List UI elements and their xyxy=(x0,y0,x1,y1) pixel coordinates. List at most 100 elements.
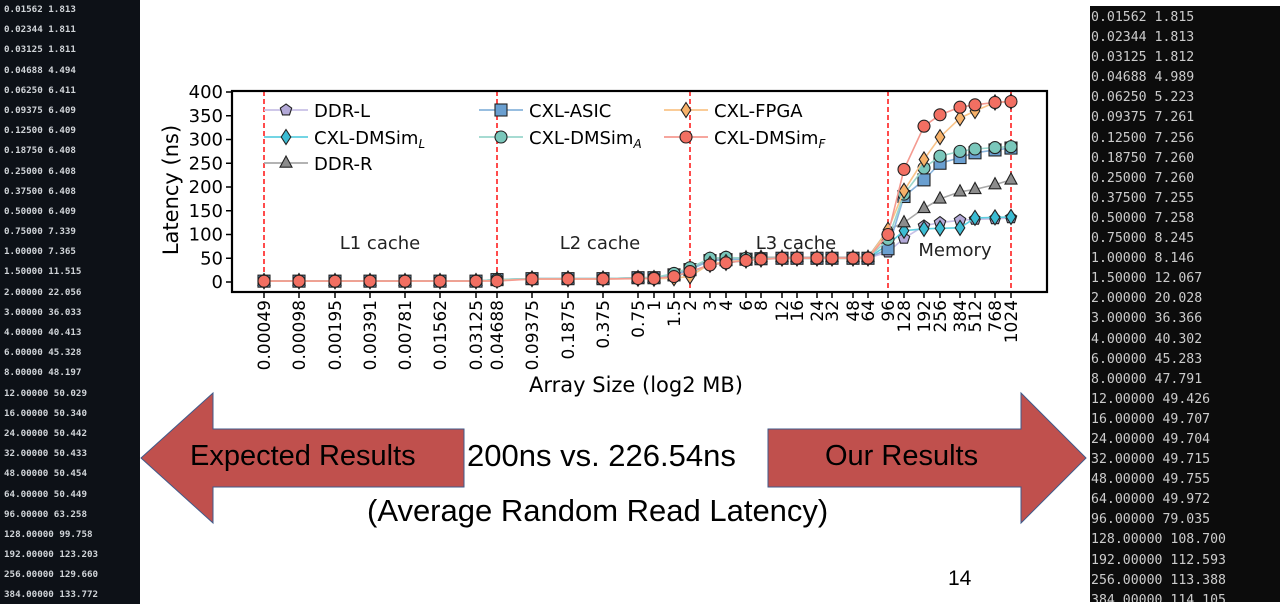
marker-diamond xyxy=(898,222,910,240)
our-results-label: Our Results xyxy=(825,440,979,472)
right-terminal-line: 0.12500 7.256 xyxy=(1091,130,1195,146)
marker-circle xyxy=(775,251,789,265)
marker-diamond xyxy=(934,219,946,237)
right-terminal-line: 48.00000 49.755 xyxy=(1091,472,1211,488)
x-tick-label: 24 xyxy=(808,300,828,322)
right-terminal-line: 256.00000 113.388 xyxy=(1091,572,1226,588)
left-terminal-line: 192.00000 123.203 xyxy=(4,549,99,561)
x-tick-label: 3 xyxy=(701,300,721,311)
marker-circle xyxy=(525,272,539,286)
slide-number: 14 xyxy=(948,567,972,590)
marker-circle xyxy=(917,119,931,133)
x-tick-label: 256 xyxy=(931,300,951,332)
x-tick-label: 0.00781 xyxy=(396,300,416,370)
left-terminal-line: 12.00000 50.029 xyxy=(4,387,87,399)
marker-circle xyxy=(739,253,753,268)
right-terminal-line: 384.00000 114.105 xyxy=(1091,592,1226,602)
right-terminal-lines: 0.01562 1.815 0.02344 1.813 0.03125 1.812 0… xyxy=(1090,8,1280,602)
x-tick-label: 512 xyxy=(966,300,986,332)
x-tick-label: 0.1875 xyxy=(559,300,579,359)
marker-circle xyxy=(846,251,860,265)
y-axis-label: Latency (ns) xyxy=(159,125,183,255)
right-terminal-line: 0.02344 1.813 xyxy=(1091,30,1195,46)
right-terminal-line: 8.00000 47.791 xyxy=(1091,371,1203,387)
marker-circle xyxy=(825,251,839,265)
left-terminal-line: 0.37500 6.408 xyxy=(4,185,76,197)
right-terminal-line: 96.00000 79.035 xyxy=(1091,512,1211,528)
marker-square xyxy=(494,103,508,117)
y-tick-label: 0 xyxy=(212,272,223,293)
right-terminal-line: 0.18750 7.260 xyxy=(1091,150,1195,166)
x-tick-label: 64 xyxy=(859,300,879,322)
marker-diamond xyxy=(918,150,930,168)
right-terminal-line: 2.00000 20.028 xyxy=(1091,291,1203,307)
marker-circle xyxy=(968,98,982,112)
x-tick-label: 0.75 xyxy=(629,300,649,338)
legend-label: DDR-R xyxy=(314,154,373,175)
y-tick-label: 300 xyxy=(189,130,223,151)
marker-triangle xyxy=(279,154,293,168)
x-tick-label: 768 xyxy=(986,300,1006,332)
left-terminal-line: 64.00000 50.449 xyxy=(4,488,87,500)
x-tick-label: 192 xyxy=(915,300,935,332)
left-terminal-line: 8.00000 48.197 xyxy=(4,367,82,379)
marker-circle xyxy=(328,274,342,288)
marker-circle xyxy=(257,274,271,288)
region-label: L1 cache xyxy=(340,233,421,254)
marker-diamond xyxy=(954,109,966,127)
marker-circle xyxy=(790,251,804,265)
region-label: Memory xyxy=(918,240,992,261)
x-tick-label: 2 xyxy=(681,300,701,311)
right-terminal-line: 0.04688 4.989 xyxy=(1091,70,1195,86)
y-tick-label: 50 xyxy=(200,248,223,269)
our-results-arrow xyxy=(767,391,1087,525)
x-tick-label: 48 xyxy=(844,300,864,322)
left-terminal-line: 128.00000 99.758 xyxy=(4,528,93,540)
marker-circle xyxy=(631,271,645,286)
x-tick-label: 0.00049 xyxy=(255,300,275,370)
legend-item: DDR-R xyxy=(264,154,373,175)
marker-diamond xyxy=(989,208,1001,226)
left-terminal-line: 256.00000 129.660 xyxy=(4,569,99,581)
marker-circle xyxy=(1004,140,1018,154)
x-tick-label: 0.01562 xyxy=(431,300,451,370)
y-tick-label: 350 xyxy=(189,106,223,127)
right-terminal-line: 0.37500 7.255 xyxy=(1091,190,1195,206)
legend-label: CXL-DMSimA xyxy=(529,128,642,151)
left-terminal-line: 384.00000 133.772 xyxy=(4,589,99,601)
left-terminal-line: 0.12500 6.409 xyxy=(4,125,76,137)
marker-circle xyxy=(596,272,610,286)
legend-label: CXL-DMSimF xyxy=(714,128,826,151)
marker-circle xyxy=(881,227,895,242)
marker-circle xyxy=(953,100,967,114)
region-label: L2 cache xyxy=(560,233,641,254)
marker-circle xyxy=(754,252,768,266)
x-tick-label: 32 xyxy=(823,300,843,322)
x-tick-label: 0.00098 xyxy=(290,300,310,370)
x-tick-label: 12 xyxy=(773,300,793,322)
expected-results-arrow xyxy=(140,391,465,525)
left-terminal-line: 0.18750 6.408 xyxy=(4,145,76,157)
x-tick-label: 128 xyxy=(895,300,915,332)
marker-circle xyxy=(494,130,508,144)
right-terminal-line: 16.00000 49.707 xyxy=(1091,411,1211,427)
left-terminal-line: 24.00000 50.442 xyxy=(4,427,87,439)
right-terminal-line: 6.00000 45.283 xyxy=(1091,351,1203,367)
marker-diamond xyxy=(1005,208,1017,226)
left-terminal-line: 0.50000 6.409 xyxy=(4,205,76,217)
right-terminal-line: 24.00000 49.704 xyxy=(1091,431,1211,447)
marker-circle xyxy=(561,272,575,286)
left-terminal-line: 96.00000 63.258 xyxy=(4,508,87,520)
left-terminal-line: 2.00000 22.056 xyxy=(4,286,82,298)
y-tick-label: 100 xyxy=(189,225,223,246)
x-tick-label: 0.03125 xyxy=(467,300,487,370)
marker-circle xyxy=(292,274,306,288)
x-tick-label: 0.09375 xyxy=(523,300,543,370)
right-terminal-line: 0.09375 7.261 xyxy=(1091,110,1195,126)
marker-triangle xyxy=(933,190,947,204)
x-tick-label: 6 xyxy=(737,300,757,311)
right-terminal-line: 4.00000 40.302 xyxy=(1091,331,1203,347)
marker-circle xyxy=(953,144,967,158)
left-terminal-line: 16.00000 50.340 xyxy=(4,407,87,419)
marker-circle xyxy=(933,108,947,122)
